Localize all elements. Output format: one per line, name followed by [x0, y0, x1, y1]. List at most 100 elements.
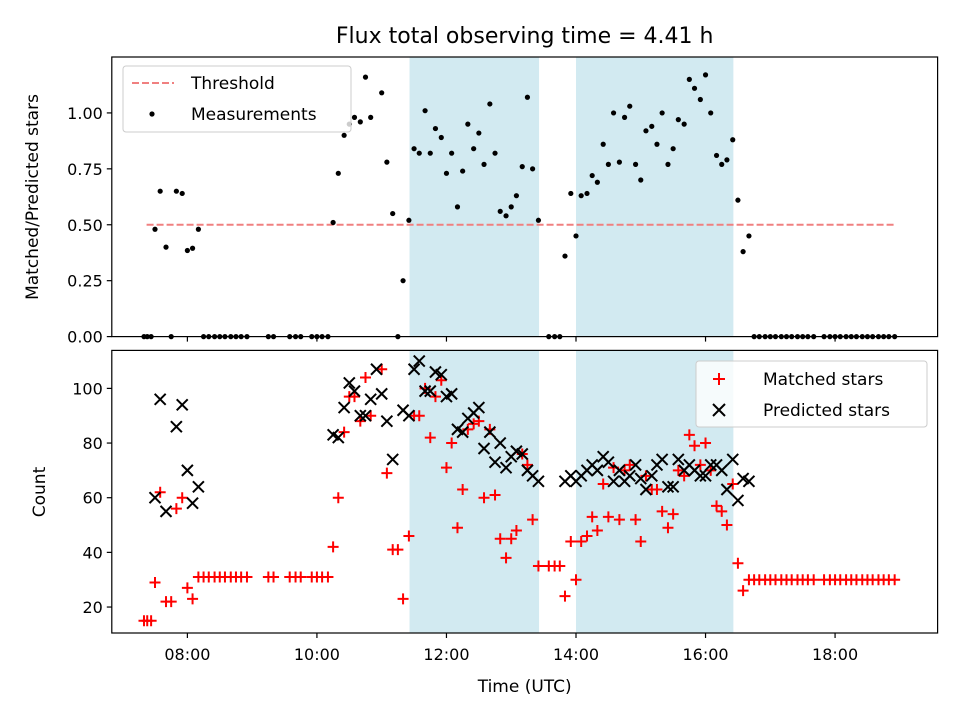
predicted-point [456, 425, 469, 439]
measurement-point [179, 190, 185, 197]
measurement-point [513, 193, 520, 199]
matched-point [570, 574, 582, 586]
matched-point [575, 535, 587, 547]
measurement-point [427, 150, 433, 156]
measurement-point [368, 114, 374, 120]
x-tick-label: 16:00 [682, 645, 728, 664]
predicted-point [181, 464, 194, 477]
matched-point [651, 484, 663, 496]
matched-point [348, 391, 360, 403]
measurement-point [616, 159, 622, 165]
predicted-stars-series [148, 354, 756, 518]
top-y-ticks: 0.00 0.25 0.50 0.75 1.00 [67, 104, 112, 347]
measurement-point [735, 197, 741, 203]
y-tick-label: 40 [82, 543, 102, 562]
measurement-point [691, 85, 698, 91]
measurement-point [422, 108, 428, 114]
measurement-point [195, 226, 201, 232]
predicted-point [337, 401, 351, 414]
top-legend-box [122, 65, 352, 133]
matched-point [187, 593, 199, 605]
matched-point [667, 508, 679, 520]
x-tick-label: 08:00 [164, 645, 210, 664]
measurement-point [524, 94, 531, 100]
predicted-point [472, 401, 486, 414]
shaded-span-1 [409, 57, 540, 337]
measurement-point [713, 152, 720, 159]
measurement-point [497, 208, 503, 214]
matched-point [494, 533, 506, 545]
predicted-point [418, 384, 432, 398]
predicted-point [720, 483, 734, 496]
measurement-point [594, 179, 600, 185]
predicted-point [499, 461, 513, 474]
y-tick-label: 0.25 [67, 272, 103, 291]
matched-point [602, 511, 614, 523]
predicted-point [375, 387, 388, 401]
matched-point [527, 514, 539, 526]
matched-point [808, 574, 820, 586]
matched-point [630, 514, 642, 526]
measurement-point [681, 121, 687, 127]
measurement-point [600, 141, 606, 147]
bottom-axes-frame [111, 349, 939, 634]
predicted-point [354, 409, 367, 422]
y-tick-label: 100 [72, 379, 103, 398]
measurement-point [465, 121, 471, 127]
predicted-point [153, 393, 167, 406]
predicted-point [380, 414, 394, 428]
measurement-point [610, 110, 617, 116]
matched-point [327, 541, 339, 553]
measurement-point [390, 210, 396, 217]
measurement-point [697, 96, 703, 103]
measurement-point [438, 134, 444, 141]
matched-point [446, 437, 458, 449]
measurement-point [659, 110, 665, 116]
predicted-point [532, 475, 545, 488]
measurement-point [335, 170, 341, 176]
predicted-point [192, 480, 205, 493]
measurement-point [481, 161, 487, 167]
predicted-point [407, 363, 421, 376]
matched-point [656, 505, 668, 517]
matched-point [683, 429, 695, 441]
predicted-point [170, 420, 183, 433]
measurement-point [476, 130, 482, 136]
matched-point [559, 590, 571, 602]
measurement-point [675, 117, 681, 123]
matched-point [332, 492, 344, 504]
measurement-point [351, 114, 358, 120]
y-tick-label: 60 [82, 489, 102, 508]
matched-point [672, 464, 684, 476]
measurement-point [384, 159, 390, 165]
measurement-point [670, 146, 676, 152]
measurement-point [746, 233, 752, 239]
matched-point [624, 459, 636, 471]
measurement-point [503, 213, 509, 219]
matched-point [322, 571, 334, 583]
measurement-point [454, 204, 461, 210]
predicted-point [699, 469, 712, 483]
x-tick-label: 12:00 [423, 645, 469, 664]
measurement-point [573, 233, 579, 239]
measurement-point [719, 161, 725, 167]
measurement-point [184, 247, 190, 254]
x-axis-label: Time (UTC) [477, 677, 572, 697]
matched-point [500, 552, 512, 564]
matched-point [241, 571, 253, 583]
matched-legend-label: Matched stars [763, 370, 883, 390]
measurement-point [400, 278, 406, 284]
predicted-point [694, 469, 707, 483]
predicted-point [602, 455, 615, 469]
measurement-point [173, 188, 179, 194]
y-tick-label: 0.00 [67, 328, 103, 347]
measurement-point [702, 72, 709, 78]
matched-point [737, 585, 749, 597]
y-tick-label: 20 [82, 598, 102, 617]
measurement-point [411, 146, 417, 152]
predicted-point [672, 453, 685, 466]
measurement-point [740, 249, 746, 255]
measurement-point [189, 245, 196, 251]
predicted-point [666, 480, 680, 493]
